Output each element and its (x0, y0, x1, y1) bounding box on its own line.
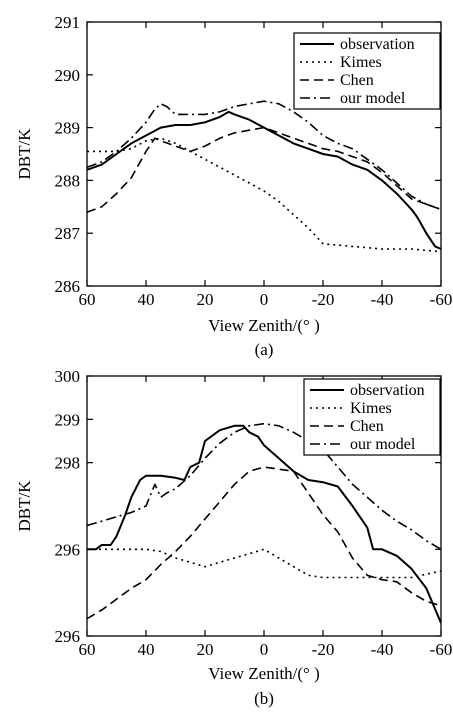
y-tick-label-a: 290 (55, 66, 81, 85)
series-line-Kimes-b (87, 548, 441, 579)
legend-label-observation-b: observation (350, 382, 425, 399)
x-tick-label-a: 40 (138, 290, 155, 309)
legend-label-our-model-a: our model (340, 90, 406, 107)
legend-label-Kimes-a: Kimes (340, 54, 382, 71)
x-tick-label-a: -40 (371, 290, 394, 309)
x-tick-label-b: -60 (430, 640, 453, 659)
series-line-our-model-b (87, 422, 441, 550)
x-axis-label-a: View Zenith/(° ) (208, 316, 320, 335)
y-tick-label-a: 287 (55, 224, 81, 243)
x-tick-label-b: 20 (197, 640, 214, 659)
x-tick-label-b: 0 (260, 640, 269, 659)
series-line-our-model-a (87, 100, 441, 211)
legend-label-our-model-b: our model (350, 436, 416, 453)
y-axis-label-b: DBT/K (15, 480, 34, 532)
y-tick-label-b: 296 (55, 627, 81, 646)
x-tick-label-a: -20 (312, 290, 335, 309)
x-tick-label-b: 60 (79, 640, 96, 659)
y-tick-label-a: 286 (55, 277, 81, 296)
series-line-Chen-b (87, 466, 441, 620)
x-tick-label-a: 20 (197, 290, 214, 309)
panel-label-b: (b) (254, 689, 274, 708)
x-tick-label-a: -60 (430, 290, 453, 309)
x-tick-label-a: 60 (79, 290, 96, 309)
legend-label-Chen-a: Chen (340, 72, 374, 89)
y-tick-label-b: 300 (55, 367, 81, 386)
x-tick-label-b: 40 (138, 640, 155, 659)
x-tick-label-a: 0 (260, 290, 269, 309)
x-tick-label-b: -40 (371, 640, 394, 659)
y-axis-label-a: DBT/K (15, 128, 34, 180)
chart-panel-a: 60 40 20 0 -20 -40 -60 286 287 288 289 290 291 View Z… (15, 13, 452, 359)
y-tick-label-a: 291 (55, 13, 81, 32)
chart-panel-b: 60 40 20 0 -20 -40 -60 296 296 298 299 300 View Zeni… (15, 367, 452, 708)
y-tick-label-b: 296 (55, 540, 81, 559)
x-axis-label-b: View Zenith/(° ) (208, 664, 320, 683)
x-tick-label-b: -20 (312, 640, 335, 659)
legend-box-b (303, 378, 441, 456)
series-line-Kimes-a (87, 137, 441, 253)
panel-label-a: (a) (255, 340, 274, 359)
series-line-observation-b (87, 424, 441, 624)
legend-label-observation-a: observation (340, 36, 415, 53)
legend-label-Kimes-b: Kimes (350, 400, 392, 417)
legend-label-Chen-b: Chen (350, 418, 384, 435)
series-line-observation-a (87, 110, 441, 250)
y-tick-label-a: 288 (55, 171, 81, 190)
y-tick-label-b: 299 (55, 410, 81, 429)
legend-box-a (293, 32, 441, 110)
y-tick-label-a: 289 (55, 119, 81, 138)
y-tick-label-b: 298 (55, 454, 81, 473)
series-line-Chen-a (87, 126, 441, 213)
